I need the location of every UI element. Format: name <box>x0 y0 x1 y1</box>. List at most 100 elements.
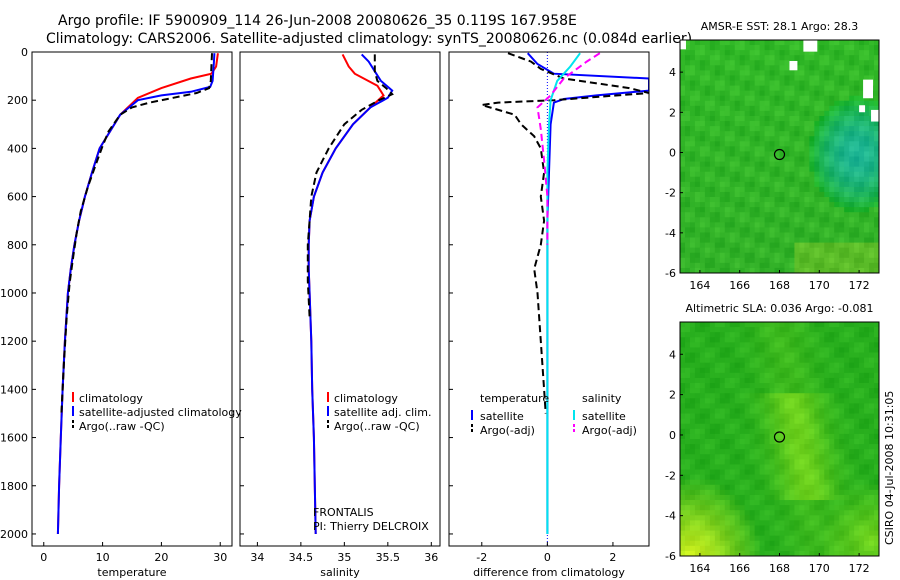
heatmap-cell <box>744 535 751 542</box>
heatmap-cell <box>834 70 840 76</box>
heatmap-cell <box>874 540 880 547</box>
heatmap-cell <box>729 454 736 460</box>
heatmap-cell <box>739 408 746 414</box>
heatmap-cell <box>864 550 870 557</box>
heatmap-cell <box>680 262 686 269</box>
heatmap-cell <box>719 60 726 66</box>
heatmap-cell <box>859 525 865 531</box>
heatmap-cell <box>699 357 706 364</box>
series-line-salinity-argo-adj- <box>536 52 601 245</box>
heatmap-cell <box>754 207 761 213</box>
heatmap-cell <box>724 257 731 264</box>
heatmap-cell <box>684 444 691 450</box>
heatmap-cell <box>864 469 870 476</box>
heatmap-cell <box>754 75 761 81</box>
heatmap-cell <box>824 212 830 218</box>
heatmap-cell <box>794 322 800 328</box>
heatmap-cell <box>744 505 751 511</box>
heatmap-cell <box>794 45 800 51</box>
heatmap-cell <box>829 45 835 51</box>
heatmap-cell <box>699 115 706 122</box>
heatmap-cell <box>734 176 741 183</box>
heatmap-cell <box>874 65 880 71</box>
heatmap-cell <box>704 388 711 394</box>
heatmap-cell <box>859 141 865 147</box>
heatmap-cell <box>854 242 860 249</box>
heatmap-cell <box>829 393 835 399</box>
heatmap-cell <box>709 105 716 112</box>
heatmap-cell <box>754 444 761 450</box>
heatmap-cell <box>819 222 825 228</box>
heatmap-cell <box>814 454 820 460</box>
heatmap-cell <box>874 413 880 420</box>
heatmap-cell <box>769 403 775 409</box>
heatmap-cell <box>719 146 726 152</box>
heatmap-cell <box>799 398 805 404</box>
heatmap-cell <box>689 40 696 46</box>
heatmap-cell <box>759 535 765 542</box>
heatmap-cell <box>839 257 845 264</box>
heatmap-cell <box>824 433 830 440</box>
heatmap-cell <box>854 207 860 213</box>
heatmap-cell <box>824 550 830 557</box>
heatmap-cell <box>759 237 765 244</box>
heatmap-cell <box>844 540 850 547</box>
heatmap-cell <box>744 95 751 102</box>
heatmap-cell <box>769 181 775 188</box>
heatmap-cell <box>699 494 706 501</box>
heatmap-cell <box>709 55 716 61</box>
heatmap-cell <box>854 105 860 112</box>
heatmap-cell <box>769 227 775 233</box>
heatmap-cell <box>694 540 701 547</box>
heatmap-cell <box>874 232 880 238</box>
heatmap-cell <box>774 408 780 414</box>
heatmap-cell <box>724 105 731 112</box>
heatmap-cell <box>704 136 711 142</box>
heatmap-cell <box>744 252 751 259</box>
heatmap-cell <box>859 257 865 264</box>
heatmap-cell <box>694 141 701 147</box>
heatmap-cell <box>844 121 850 127</box>
heatmap-cell <box>684 428 691 435</box>
heatmap-cell <box>824 105 830 112</box>
heatmap-cell <box>724 449 731 455</box>
heatmap-cell <box>864 327 870 333</box>
heatmap-cell <box>814 161 820 168</box>
heatmap-cell <box>680 449 686 455</box>
x-tick-label: 34 <box>250 551 264 564</box>
heatmap-cell <box>869 408 875 414</box>
heatmap-cell <box>869 146 875 152</box>
heatmap-cell <box>804 212 810 218</box>
heatmap-cell <box>819 237 825 244</box>
heatmap-cell <box>689 131 696 137</box>
heatmap-cell <box>759 530 765 537</box>
heatmap-cell <box>784 70 790 76</box>
heatmap-cell <box>699 352 706 359</box>
heatmap-cell <box>869 505 875 511</box>
heatmap-cell <box>859 388 865 394</box>
heatmap-cell <box>680 121 686 127</box>
heatmap-cell <box>749 489 756 496</box>
heatmap-cell <box>779 515 785 521</box>
heatmap-cell <box>709 377 716 384</box>
heatmap-cell <box>724 75 731 81</box>
heatmap-cell <box>744 362 751 369</box>
heatmap-cell <box>759 232 765 238</box>
heatmap-cell <box>729 474 736 481</box>
heatmap-cell <box>764 540 770 547</box>
heatmap-cell <box>849 383 855 389</box>
heatmap-cell <box>799 515 805 521</box>
heatmap-cell <box>779 181 785 188</box>
heatmap-cell <box>759 247 765 254</box>
heatmap-cell <box>754 80 761 86</box>
heatmap-cell <box>764 332 770 338</box>
heatmap-cell <box>784 362 790 369</box>
heatmap-cell <box>784 352 790 359</box>
heatmap-cell <box>784 372 790 379</box>
heatmap-cell <box>774 393 780 399</box>
heatmap-cell <box>764 459 770 465</box>
heatmap-cell <box>804 383 810 389</box>
heatmap-cell <box>719 65 726 71</box>
heatmap-cell <box>769 342 775 348</box>
